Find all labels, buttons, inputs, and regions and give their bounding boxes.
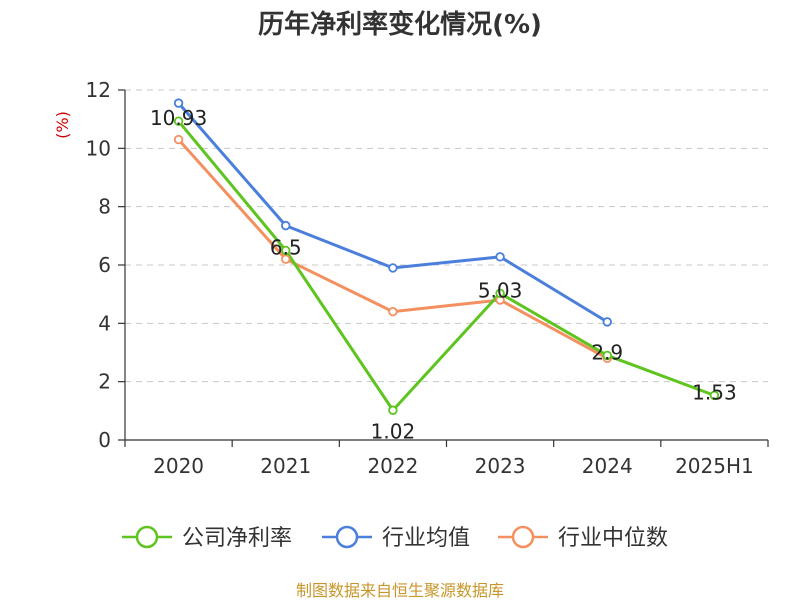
legend-swatch-marker [335,525,359,549]
chart-title: 历年净利率变化情况(%) [258,9,542,40]
data-point [281,245,291,256]
series-line [177,120,715,412]
data-label: 6.5 [270,235,302,259]
data-point [495,252,505,262]
data-label: 5.03 [478,278,523,302]
x-tick-label: 2021 [260,454,311,478]
source-note: 制图数据来自恒生聚源数据库 [296,581,504,600]
y-tick-label: 2 [98,370,111,394]
data-point [388,263,398,273]
legend-label: 公司净利率 [182,526,292,551]
y-tick-label: 6 [98,253,111,277]
data-point [281,220,291,231]
x-tick-label: 2024 [582,454,633,478]
legend-swatch-marker [511,525,535,549]
legend-swatch-marker [135,525,159,549]
data-point [388,405,398,415]
data-label: 10.93 [150,106,207,130]
y-tick-label: 4 [98,311,111,335]
series-line [177,138,608,360]
data-point [173,98,184,108]
data-point [602,317,612,327]
data-label: 1.02 [371,419,416,443]
x-tick-label: 2023 [475,454,526,478]
x-tick-label: 2022 [367,454,418,478]
legend-label: 行业中位数 [558,526,668,551]
data-point [388,306,398,317]
data-point [602,350,612,361]
y-tick-label: 10 [86,136,111,160]
y-tick-label: 8 [98,195,111,219]
y-tick-label: 12 [86,78,111,102]
data-point [709,390,720,401]
data-point [173,116,184,126]
y-axis-label: (%) [53,111,72,139]
legend-label: 行业均值 [382,526,470,551]
data-label: 2.9 [591,340,623,364]
x-tick-label: 2025H1 [675,454,754,478]
data-label: 1.53 [692,380,737,404]
data-point [281,254,291,264]
data-point [173,134,184,145]
x-tick-label: 2020 [153,454,204,478]
y-tick-label: 0 [98,428,111,452]
data-point [495,288,505,298]
